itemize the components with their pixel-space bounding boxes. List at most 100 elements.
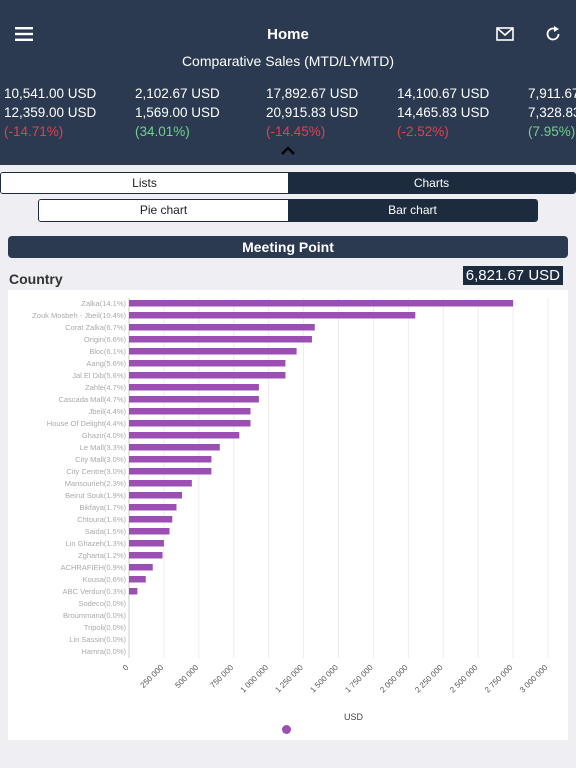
category-label: Origin(6.6%) bbox=[84, 335, 127, 344]
stat-change: (-14.45%) bbox=[266, 124, 326, 139]
category-label: City Mall(3.0%) bbox=[75, 455, 126, 464]
tab-lists[interactable]: Lists bbox=[1, 173, 288, 193]
tab-charts[interactable]: Charts bbox=[288, 173, 575, 193]
x-tick-label: 1 500 000 bbox=[308, 663, 340, 695]
category-label: Tripoli(0.0%) bbox=[84, 623, 127, 632]
bar bbox=[129, 576, 146, 583]
bar-chart-option[interactable]: Bar chart bbox=[288, 200, 537, 221]
stat-card: 14,100.67 USD 14,465.83 USD (-2.52%) bbox=[397, 84, 537, 140]
category-label: Zouk Mosbeh - Jbeil(10.4%) bbox=[32, 311, 126, 320]
chart-type-toggle: Pie chart Bar chart bbox=[38, 199, 538, 222]
category-label: Sodeco(0.0%) bbox=[78, 599, 126, 608]
bar bbox=[129, 372, 286, 379]
sales-subtitle: Comparative Sales (MTD/LYMTD) bbox=[181, 53, 395, 69]
stat-previous: 1,569.00 USD bbox=[135, 105, 220, 120]
category-label: Le Mall(3.3%) bbox=[80, 443, 127, 452]
bar-chart: 0 250 000 500 000 750 000 1 000 000 1 250 000… bbox=[32, 298, 550, 722]
stat-previous: 12,359.00 USD bbox=[4, 105, 97, 120]
bar bbox=[129, 408, 251, 415]
page-title: Home bbox=[267, 26, 309, 43]
app-header: Home Comparative Sales (MTD/LYMTD) 10,54… bbox=[0, 0, 576, 165]
pie-chart-option[interactable]: Pie chart bbox=[39, 200, 288, 221]
category-label: Chtoura(1.6%) bbox=[77, 515, 126, 524]
stat-change: (34.01%) bbox=[135, 124, 190, 139]
bar bbox=[129, 360, 286, 367]
bar bbox=[129, 324, 315, 331]
category-label: Lin Sassin(0.0%) bbox=[69, 635, 126, 644]
stats-strip[interactable]: 10,541.00 USD 12,359.00 USD (-14.71%) 2,… bbox=[4, 84, 576, 140]
category-label: Cascada Mall(4.7%) bbox=[58, 395, 126, 404]
bar bbox=[129, 312, 416, 319]
category-label: ABC Verdun(0.3%) bbox=[63, 587, 127, 596]
category-label: ACHRAFIEH(0.9%) bbox=[61, 563, 127, 572]
stat-current: 14,100.67 USD bbox=[397, 86, 490, 101]
category-label: Bikfaya(1.7%) bbox=[79, 503, 126, 512]
view-tabs: Lists Charts bbox=[0, 172, 576, 194]
x-axis-title: USD bbox=[344, 712, 364, 720]
bar bbox=[129, 504, 177, 511]
category-label: Mansourieh(2.3%) bbox=[65, 479, 127, 488]
x-tick-label: 1 250 000 bbox=[273, 663, 305, 695]
x-tick-label: 750 000 bbox=[208, 663, 235, 690]
category-label: Kousa(0.6%) bbox=[83, 575, 127, 584]
bar bbox=[129, 468, 212, 475]
mail-icon[interactable] bbox=[491, 20, 519, 48]
x-tick-label: 2 000 000 bbox=[378, 663, 410, 695]
stat-card: 7,911.67 7,328.83 (7.95%) bbox=[528, 84, 576, 140]
stat-card: 17,892.67 USD 20,915.83 USD (-14.45%) bbox=[266, 84, 406, 140]
stat-change: (-14.71%) bbox=[4, 124, 64, 139]
dimension-label: Country bbox=[9, 271, 63, 287]
bar bbox=[129, 336, 312, 343]
bar bbox=[129, 432, 240, 439]
stat-change: (7.95%) bbox=[528, 124, 576, 139]
stat-current: 7,911.67 bbox=[528, 86, 576, 101]
bar bbox=[129, 348, 297, 355]
x-tick-label: 2 750 000 bbox=[483, 663, 515, 695]
chevron-up-icon[interactable] bbox=[280, 143, 296, 161]
bar bbox=[129, 420, 251, 427]
bar bbox=[129, 552, 163, 559]
x-tick-label: 2 250 000 bbox=[413, 663, 445, 695]
menu-icon[interactable] bbox=[10, 20, 38, 48]
category-label: Saida(1.5%) bbox=[85, 527, 127, 536]
x-tick-label: 0 bbox=[121, 663, 131, 673]
total-value: 6,821.67 USD bbox=[462, 266, 563, 285]
bar bbox=[129, 300, 514, 307]
stat-current: 2,102.67 USD bbox=[135, 86, 220, 101]
x-tick-label: 1 000 000 bbox=[239, 663, 271, 695]
bar bbox=[129, 444, 220, 451]
bar bbox=[129, 384, 259, 391]
stat-previous: 14,465.83 USD bbox=[397, 105, 490, 120]
stat-current: 17,892.67 USD bbox=[266, 86, 359, 101]
stat-current: 10,541.00 USD bbox=[4, 86, 97, 101]
x-tick-label: 500 000 bbox=[173, 663, 200, 690]
x-tick-label: 1 750 000 bbox=[343, 663, 375, 695]
bar bbox=[129, 396, 259, 403]
bar bbox=[129, 516, 173, 523]
category-label: Jal El Dib(5.6%) bbox=[72, 371, 126, 380]
stat-change: (-2.52%) bbox=[397, 124, 449, 139]
category-label: Beirut Souk(1.9%) bbox=[65, 491, 126, 500]
refresh-icon[interactable] bbox=[539, 20, 567, 48]
bar bbox=[129, 540, 164, 547]
category-label: Hamra(0.0%) bbox=[81, 647, 126, 656]
bar bbox=[129, 480, 192, 487]
chart-container: 0 250 000 500 000 750 000 1 000 000 1 250 000… bbox=[8, 290, 568, 740]
bar bbox=[129, 456, 212, 463]
category-label: Bloc(6.1%) bbox=[89, 347, 126, 356]
stat-previous: 7,328.83 bbox=[528, 105, 576, 120]
bar bbox=[129, 588, 138, 595]
group-banner[interactable]: Meeting Point bbox=[8, 236, 568, 258]
stat-card: 10,541.00 USD 12,359.00 USD (-14.71%) bbox=[4, 84, 144, 140]
x-tick-label: 2 500 000 bbox=[448, 663, 480, 695]
category-label: Jbeil(4.4%) bbox=[88, 407, 126, 416]
category-label: Aang(5.6%) bbox=[86, 359, 126, 368]
category-label: Corat Zalka(6.7%) bbox=[65, 323, 126, 332]
page-indicator-dot[interactable] bbox=[282, 725, 291, 734]
bar bbox=[129, 528, 170, 535]
x-tick-label: 3 000 000 bbox=[518, 663, 550, 695]
x-tick-label: 250 000 bbox=[139, 663, 166, 690]
stat-card: 2,102.67 USD 1,569.00 USD (34.01%) bbox=[135, 84, 275, 140]
category-label: Ghazir(4.0%) bbox=[82, 431, 127, 440]
category-label: Broummana(0.0%) bbox=[63, 611, 126, 620]
